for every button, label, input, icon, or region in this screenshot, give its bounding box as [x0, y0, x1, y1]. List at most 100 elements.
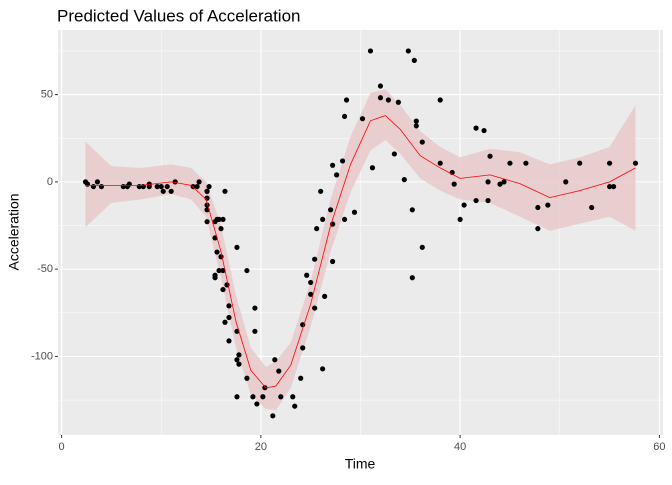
point	[606, 183, 613, 190]
point	[90, 183, 97, 190]
point	[401, 177, 407, 183]
point	[377, 95, 384, 101]
confidence-band	[85, 89, 636, 411]
point	[451, 181, 457, 187]
point	[308, 291, 314, 297]
point	[222, 319, 228, 325]
point	[606, 160, 613, 166]
point	[252, 328, 258, 334]
point	[204, 219, 210, 225]
point	[304, 272, 310, 278]
point	[190, 183, 196, 190]
point	[341, 216, 348, 223]
point	[589, 204, 595, 211]
point	[461, 202, 467, 208]
point	[577, 160, 583, 166]
point	[94, 179, 101, 185]
point	[563, 179, 569, 185]
point	[98, 183, 105, 190]
point	[535, 226, 541, 232]
point	[535, 204, 541, 211]
point	[318, 188, 324, 194]
point	[377, 83, 384, 89]
point	[158, 183, 164, 190]
point	[244, 375, 250, 381]
point	[341, 113, 348, 120]
point	[278, 394, 284, 400]
x-tick-label: 0	[59, 441, 65, 453]
point	[254, 401, 260, 407]
point	[411, 57, 417, 63]
x-axis-title: Time	[345, 456, 376, 472]
point	[610, 183, 617, 190]
point	[194, 183, 200, 190]
point	[212, 275, 218, 281]
y-axis-title: Acceleration	[6, 193, 22, 270]
point	[218, 226, 224, 232]
point	[222, 188, 228, 194]
point	[330, 162, 336, 168]
point	[485, 179, 491, 185]
point	[395, 99, 401, 105]
point	[391, 151, 397, 157]
point	[413, 118, 419, 124]
point	[312, 305, 318, 311]
point	[385, 97, 391, 103]
x-tick-label: 60	[653, 441, 665, 453]
x-tick-label: 40	[454, 441, 466, 453]
point	[160, 188, 166, 194]
point	[84, 181, 91, 187]
point	[409, 275, 415, 281]
point	[214, 249, 220, 255]
point	[487, 153, 493, 159]
point	[196, 179, 202, 185]
point	[369, 165, 376, 171]
point	[367, 48, 374, 54]
point	[473, 197, 479, 204]
point	[154, 183, 160, 190]
point	[220, 267, 226, 274]
point	[413, 123, 419, 129]
point	[260, 394, 266, 400]
point	[226, 338, 232, 344]
point	[457, 216, 463, 223]
y-tick-label: 0	[47, 176, 53, 188]
point	[270, 413, 276, 419]
point	[312, 256, 318, 262]
y-tick-label: -50	[37, 263, 53, 275]
point	[234, 394, 240, 400]
point	[250, 394, 256, 400]
point	[226, 303, 232, 309]
point	[146, 183, 152, 190]
point	[545, 202, 551, 208]
point	[234, 244, 240, 250]
point	[320, 216, 326, 223]
point	[216, 267, 222, 274]
y-tick-label: -100	[31, 350, 53, 362]
point	[320, 366, 326, 372]
point	[226, 314, 232, 321]
point	[343, 97, 350, 103]
point	[262, 385, 268, 391]
point	[236, 352, 242, 358]
point	[497, 181, 503, 187]
x-tick-label: 20	[255, 441, 267, 453]
point	[473, 125, 479, 131]
chart-title: Predicted Values of Acceleration	[57, 6, 301, 25]
point	[333, 172, 340, 178]
point	[419, 139, 425, 145]
point	[126, 181, 132, 187]
point	[501, 179, 507, 185]
point	[272, 357, 278, 363]
point	[216, 216, 222, 223]
point	[328, 207, 334, 213]
point	[485, 197, 491, 204]
point	[236, 361, 242, 367]
point	[298, 375, 304, 381]
point	[220, 286, 226, 293]
fit-line	[85, 115, 636, 389]
point	[437, 160, 443, 166]
point	[339, 158, 346, 164]
point	[322, 293, 328, 299]
